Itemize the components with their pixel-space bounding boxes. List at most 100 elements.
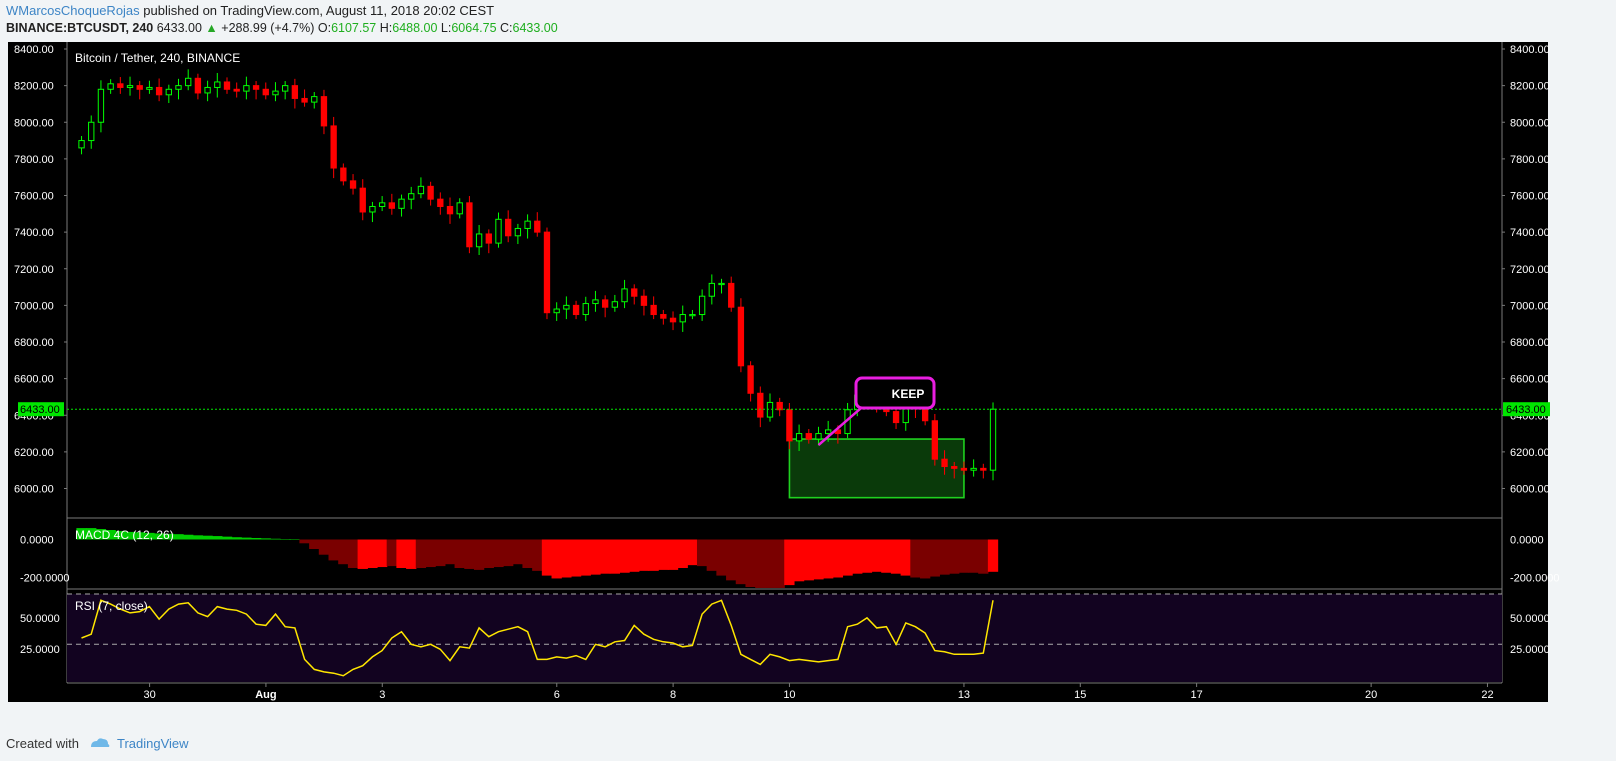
- macd-bar: [696, 539, 708, 567]
- macd-bar: [376, 539, 388, 568]
- candle-down: [786, 409, 793, 442]
- high-label: H:: [379, 21, 393, 35]
- candle-up: [417, 185, 425, 195]
- macd-bar: [619, 539, 630, 573]
- candle-up: [970, 467, 977, 471]
- macd-bar: [687, 539, 698, 566]
- price-tick-right: 7800.00: [1510, 154, 1550, 166]
- macd-bar: [435, 539, 446, 567]
- candle-up: [97, 88, 105, 123]
- macd-bar: [76, 528, 87, 540]
- candle-down: [543, 231, 551, 314]
- macd-bar: [648, 539, 659, 571]
- macd-bar: [280, 539, 291, 540]
- candle-up: [272, 90, 279, 96]
- macd-bar: [638, 539, 650, 571]
- symbol-line: BINANCE:BTCUSDT, 240 6433.00 ▲ +288.99 (…: [6, 21, 558, 35]
- candle-down: [951, 466, 958, 469]
- macd-bar: [726, 539, 737, 581]
- candle-up: [369, 205, 376, 213]
- candle-up: [378, 202, 386, 207]
- candle-down: [601, 299, 609, 308]
- candle-down: [631, 288, 638, 297]
- macd-bar: [532, 539, 543, 571]
- macd-bar: [852, 539, 863, 574]
- macd-bar: [105, 530, 116, 540]
- macd-bar: [929, 539, 940, 577]
- macd-bar: [250, 537, 262, 540]
- author-link[interactable]: WMarcosChoqueRojas: [6, 3, 140, 18]
- candle-up: [475, 233, 483, 248]
- macd-bar: [900, 539, 911, 576]
- candle-up: [708, 282, 715, 297]
- footer: Created with TradingView: [6, 736, 189, 753]
- macd-bar: [793, 539, 805, 582]
- candle-down: [892, 411, 900, 424]
- macd-bar: [958, 539, 970, 573]
- candle-up: [698, 295, 706, 316]
- macd-bar: [551, 539, 562, 579]
- candle-down: [505, 218, 512, 237]
- time-label: 20: [1365, 689, 1377, 701]
- macd-bar: [338, 539, 349, 565]
- price-tick-right: 8000.00: [1510, 117, 1550, 129]
- candle-up: [126, 85, 134, 88]
- candle-up: [107, 83, 114, 90]
- price-tick-right: 6800.00: [1510, 337, 1550, 349]
- candle-up: [243, 85, 250, 92]
- price-tick-left: 8200.00: [14, 81, 54, 93]
- macd-tick-right: 0.0000: [1510, 535, 1544, 547]
- rsi-tick-left: 50.0000: [20, 613, 60, 625]
- macd-tick-right: -200.0000: [1510, 573, 1560, 585]
- open-label: O:: [317, 21, 332, 35]
- price-tick-left: 6600.00: [14, 374, 54, 386]
- macd-bar: [367, 539, 378, 568]
- current-price-tag-left: [18, 402, 64, 417]
- candle-up: [175, 85, 182, 90]
- macd-bar: [978, 539, 989, 574]
- candle-up: [611, 301, 619, 308]
- macd-bar: [328, 539, 339, 561]
- rsi-label: RSI (7, close): [75, 599, 148, 613]
- macd-bar: [86, 528, 97, 540]
- candle-up: [311, 96, 318, 103]
- candle-down: [117, 83, 124, 88]
- macd-bar: [919, 539, 931, 579]
- macd-bar: [183, 534, 194, 540]
- macd-bar: [318, 539, 330, 555]
- candle-up: [563, 304, 570, 310]
- macd-bar: [202, 535, 213, 540]
- candle-up: [524, 220, 531, 229]
- candle-down: [330, 125, 337, 169]
- current-price-label-left: 6433.00: [20, 404, 60, 416]
- macd-bar: [406, 539, 417, 569]
- macd-bar: [347, 539, 359, 568]
- macd-bar: [124, 531, 136, 540]
- macd-bar: [706, 539, 717, 571]
- macd-bar: [949, 539, 960, 574]
- time-label: 6: [554, 689, 560, 701]
- macd-bar: [784, 539, 795, 586]
- macd-bar: [231, 537, 242, 540]
- macd-bar: [144, 532, 155, 540]
- price-tick-right: 7400.00: [1510, 227, 1550, 239]
- macd-bar: [473, 539, 485, 570]
- macd-bar: [464, 539, 475, 569]
- macd-bar: [570, 539, 582, 577]
- macd-bar: [541, 539, 553, 576]
- candle-down: [728, 282, 735, 308]
- candle-down: [776, 401, 783, 411]
- price-tick-right: 6200.00: [1510, 447, 1550, 459]
- macd-bar: [212, 536, 223, 540]
- candle-down: [640, 295, 648, 306]
- macd-bar: [221, 536, 233, 540]
- time-label: 22: [1481, 689, 1493, 701]
- macd-bar: [425, 539, 436, 568]
- candle-up: [766, 401, 774, 418]
- callout-box: [854, 376, 936, 410]
- candle-up: [689, 314, 696, 317]
- candle-up: [582, 303, 589, 316]
- tradingview-link[interactable]: TradingView: [116, 736, 189, 751]
- rsi-tick-left: 25.0000: [20, 644, 60, 656]
